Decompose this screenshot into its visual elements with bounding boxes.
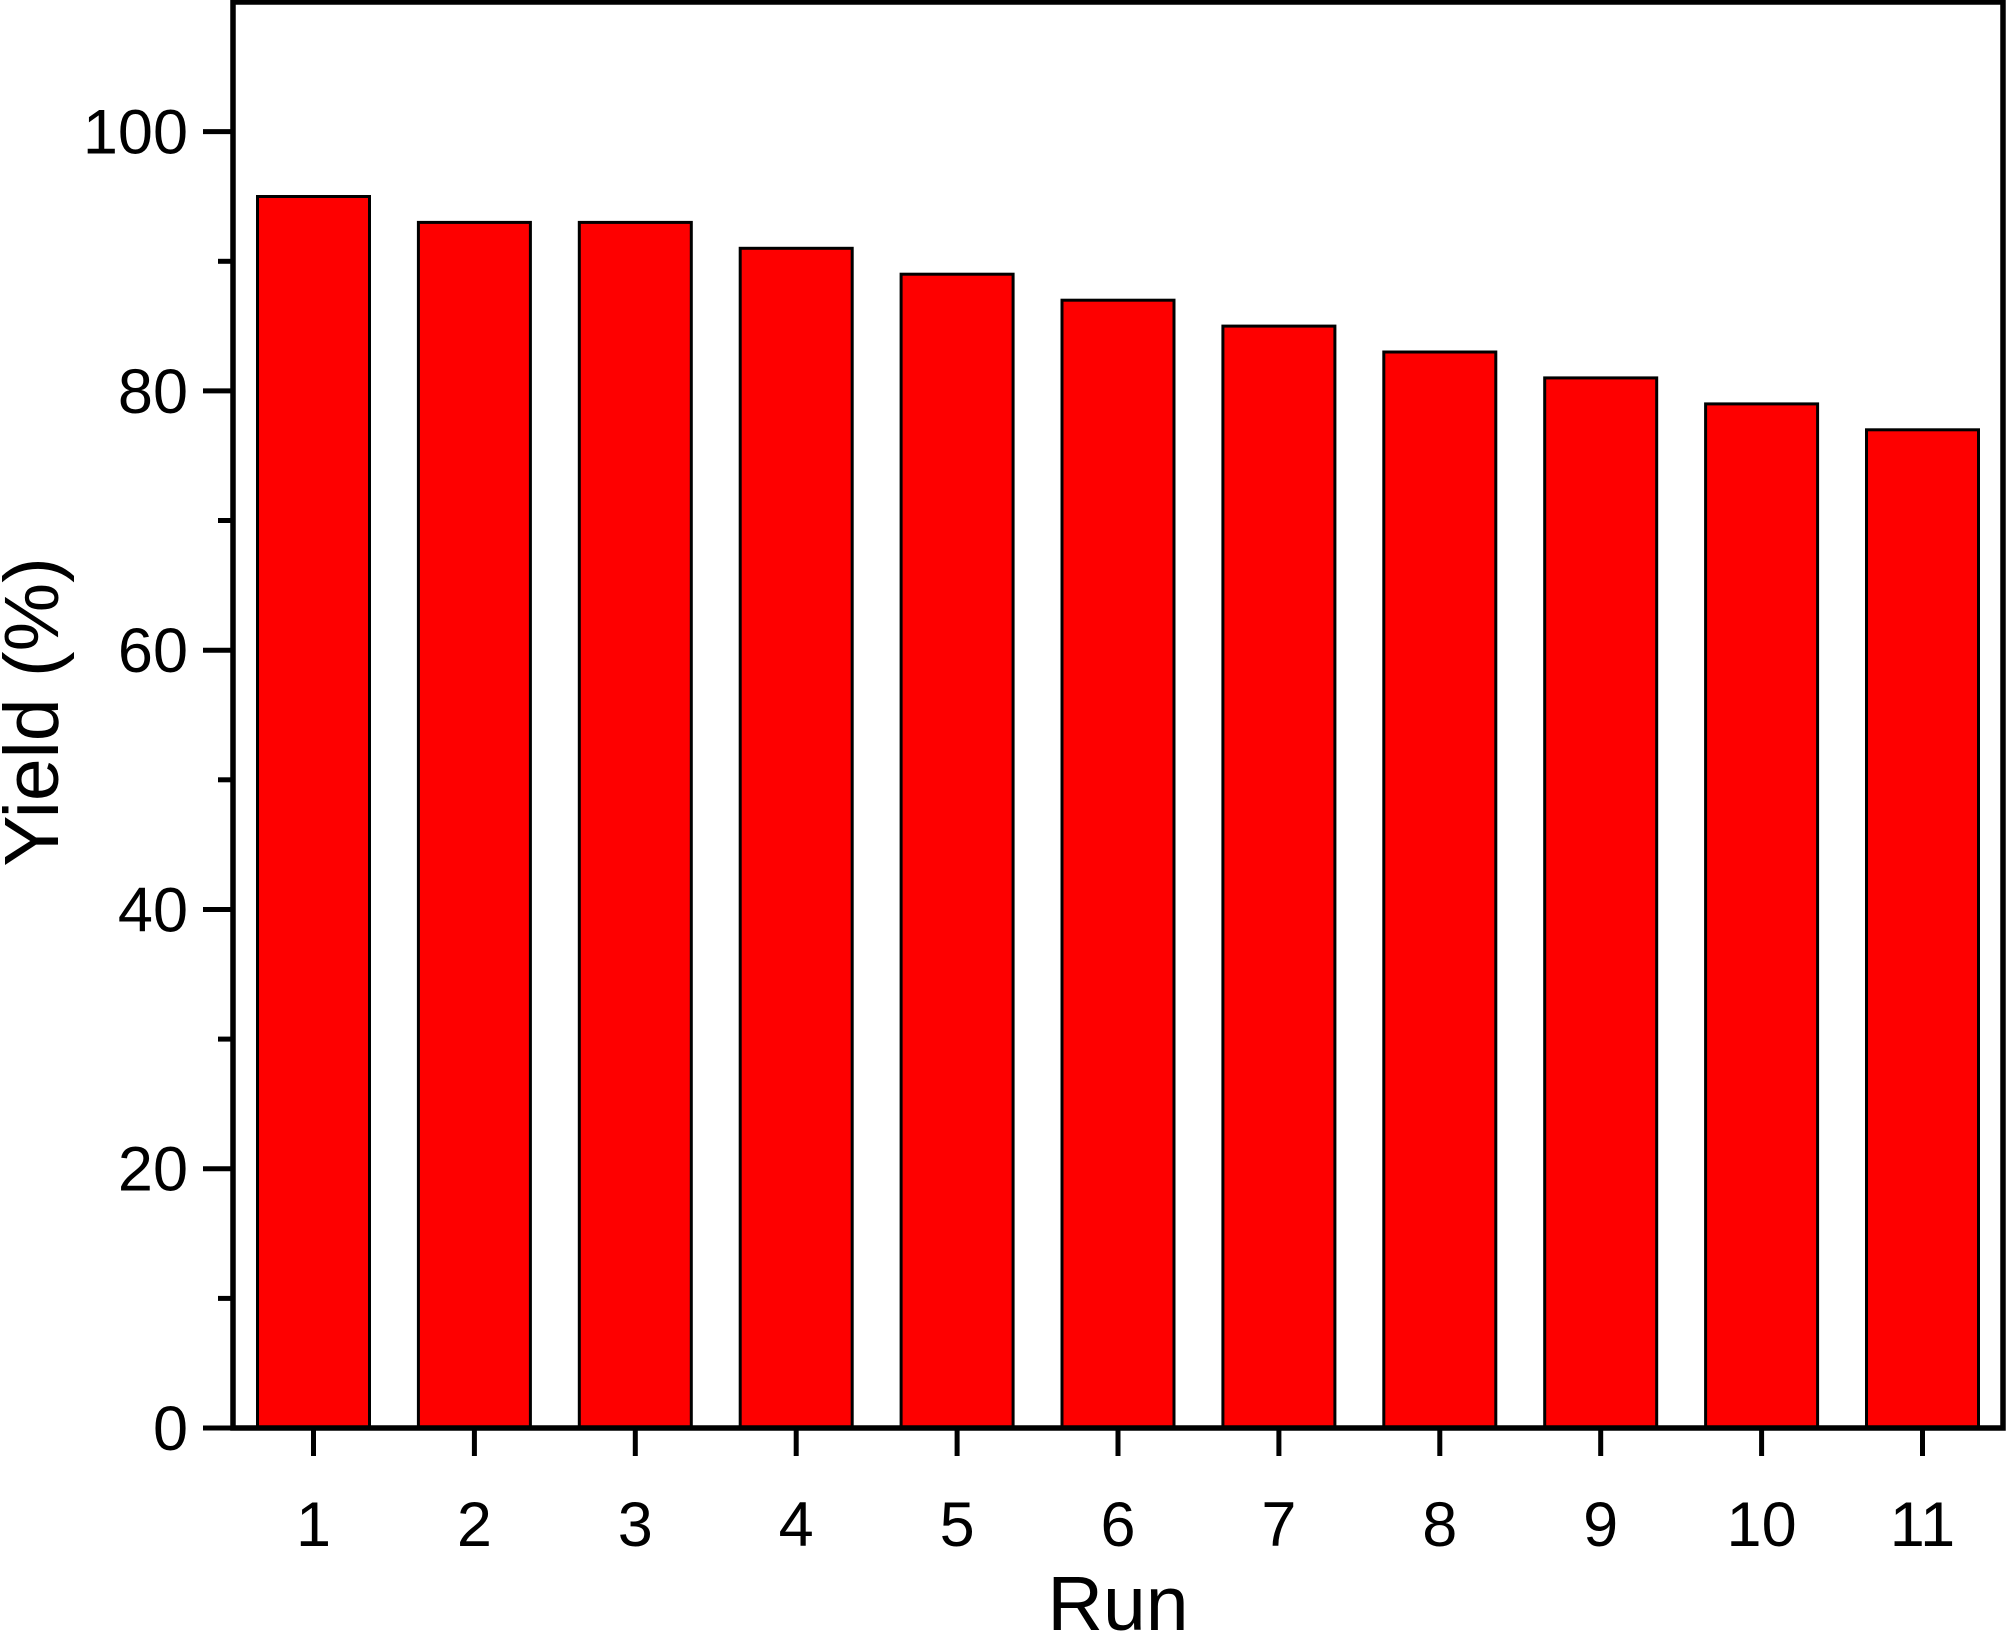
- x-tick-label: 1: [296, 1490, 331, 1560]
- y-tick-label: 40: [118, 876, 188, 946]
- bar-run-5: [899, 272, 1015, 1430]
- axes-group: [203, 0, 2006, 1456]
- x-tick-label: 4: [779, 1490, 814, 1560]
- bar-run-11: [1865, 428, 1980, 1430]
- bar-run-9: [1543, 376, 1659, 1430]
- bar-run-4: [738, 246, 854, 1430]
- bar-run-6: [1060, 298, 1176, 1430]
- x-tick-label: 2: [457, 1490, 492, 1560]
- x-tick-label: 7: [1261, 1490, 1296, 1560]
- tick-labels-group: 0 20 40 60 80 100 1 2 3 4 5 6 7 8 9 10 11: [83, 98, 1955, 1560]
- bar-run-10: [1704, 402, 1820, 1430]
- bar-run-2: [416, 220, 532, 1430]
- x-tick-label: 9: [1583, 1490, 1618, 1560]
- x-tick-label: 5: [940, 1490, 975, 1560]
- x-tick-label: 6: [1100, 1490, 1135, 1560]
- bars-group: [256, 195, 1980, 1430]
- x-tick-label: 10: [1727, 1490, 1797, 1560]
- bar-run-7: [1221, 324, 1337, 1430]
- y-axis-title: Yield (%): [0, 557, 75, 867]
- x-tick-label: 8: [1422, 1490, 1457, 1560]
- x-tick-label: 11: [1890, 1490, 1955, 1560]
- x-tick-label: 3: [618, 1490, 653, 1560]
- bar-run-8: [1382, 350, 1498, 1430]
- y-tick-label: 100: [83, 98, 188, 168]
- x-axis-title: Run: [1047, 1561, 1188, 1637]
- y-tick-label: 60: [118, 616, 188, 686]
- bar-run-3: [577, 220, 693, 1430]
- y-tick-label: 0: [153, 1394, 188, 1464]
- y-tick-label: 20: [118, 1135, 188, 1205]
- y-tick-label: 80: [118, 357, 188, 427]
- bar-run-1: [256, 195, 371, 1430]
